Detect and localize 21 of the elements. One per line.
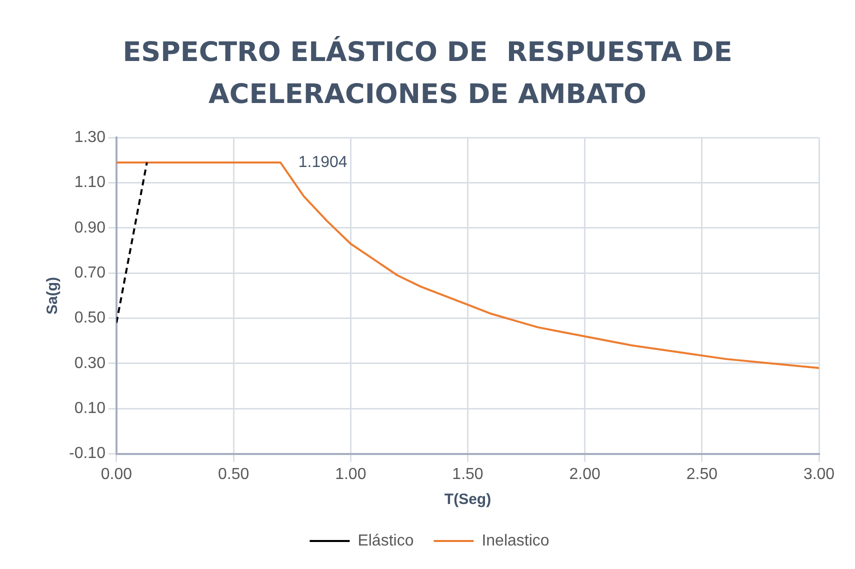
chart-title: ESPECTRO ELÁSTICO DE RESPUESTA DE ACELERACIONES DE AMBATO [122, 35, 734, 112]
y-tick-label: 1.10 [74, 174, 106, 192]
legend-label: Inelastico [482, 532, 550, 550]
x-tick-label: 1.50 [452, 466, 484, 483]
x-tick-label: 0.50 [218, 466, 250, 483]
y-tick-label: 0.30 [74, 354, 106, 372]
x-axis-title: T(Seg) [444, 491, 492, 508]
legend-label: Elástico [358, 532, 414, 550]
y-tick-label: 1.30 [74, 129, 106, 146]
y-tick-label: 0.10 [74, 400, 106, 418]
x-tick-label: 2.00 [569, 466, 600, 483]
x-tick-label: 0.00 [100, 466, 132, 483]
x-tick-label: 2.50 [686, 466, 718, 483]
annotation: 1.1904 [298, 154, 348, 171]
x-tick-label: 1.00 [335, 466, 366, 483]
y-axis-title: Sa(g) [44, 276, 62, 314]
y-tick-label: -0.10 [69, 445, 106, 462]
y-tick-label: 0.50 [74, 310, 106, 327]
y-tick-label: 0.90 [74, 219, 106, 236]
y-tick-label: 0.70 [74, 264, 106, 282]
x-tick-label: 3.00 [803, 466, 835, 483]
